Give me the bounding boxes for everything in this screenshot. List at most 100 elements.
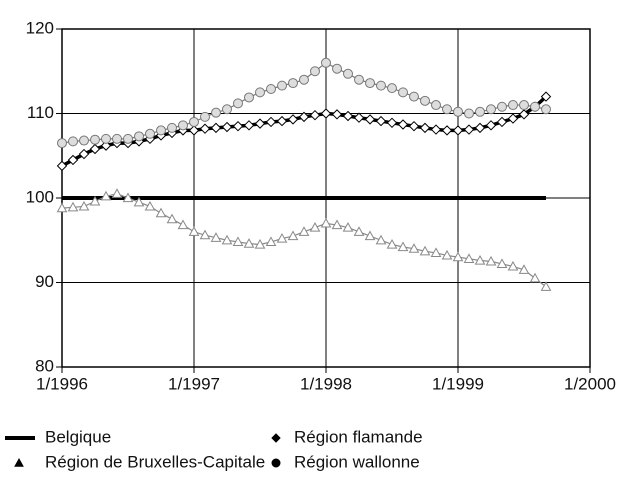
- marker: [408, 243, 420, 253]
- marker: [419, 245, 431, 256]
- marker: [211, 107, 221, 118]
- marker: [67, 154, 79, 166]
- marker: [463, 253, 475, 263]
- x-tick-label: 1/1998: [300, 374, 352, 393]
- marker: [320, 108, 332, 119]
- marker: [276, 115, 288, 127]
- marker: [298, 111, 310, 123]
- series-line: [61, 95, 548, 168]
- marker: [431, 100, 441, 111]
- marker: [452, 125, 464, 136]
- marker: [354, 74, 364, 85]
- legend-label: Belgique: [45, 427, 111, 446]
- marker: [387, 83, 397, 94]
- marker: [529, 272, 541, 283]
- marker: [243, 238, 255, 248]
- marker: [519, 100, 529, 111]
- marker: [343, 68, 353, 79]
- marker: [221, 234, 233, 245]
- marker: [452, 251, 464, 262]
- marker: [508, 100, 518, 111]
- marker: [221, 121, 233, 133]
- y-tick-label: 90: [35, 272, 54, 291]
- marker: [442, 104, 452, 115]
- marker: [507, 113, 519, 124]
- marker: [254, 238, 266, 249]
- x-tick-label: 1/2000: [564, 374, 616, 393]
- marker: [265, 116, 277, 128]
- marker: [298, 226, 310, 236]
- marker: [430, 124, 442, 135]
- marker: [254, 118, 266, 129]
- marker: [56, 202, 68, 213]
- marker: [540, 91, 552, 102]
- marker: [507, 260, 519, 271]
- marker: [177, 219, 189, 230]
- marker: [287, 114, 299, 125]
- marker: [375, 234, 387, 245]
- x-tick-label: 1/1999: [432, 374, 484, 393]
- marker: [210, 122, 222, 134]
- marker: [397, 241, 409, 252]
- marker: [474, 122, 486, 134]
- marker: [266, 83, 276, 94]
- marker: [420, 95, 430, 106]
- marker: [200, 111, 210, 122]
- marker: [299, 74, 309, 85]
- marker: [265, 236, 277, 247]
- y-tick-label: 80: [35, 356, 54, 375]
- marker: [409, 91, 419, 102]
- marker: [364, 230, 376, 241]
- marker: [332, 63, 342, 74]
- marker: [397, 119, 409, 130]
- marker: [188, 125, 200, 136]
- marker: [441, 249, 453, 260]
- legend-label: Région wallonne: [294, 452, 420, 471]
- marker: [90, 134, 100, 145]
- marker: [541, 104, 551, 115]
- marker: [155, 207, 167, 218]
- marker: [496, 258, 508, 269]
- marker: [67, 201, 79, 212]
- marker: [112, 133, 122, 144]
- marker: [134, 131, 144, 142]
- marker: [486, 104, 496, 115]
- marker: [188, 226, 200, 236]
- y-tick-label: 100: [26, 187, 54, 206]
- marker: [100, 190, 112, 201]
- marker: [145, 128, 155, 139]
- marker: [288, 78, 298, 89]
- marker: [475, 106, 485, 117]
- x-tick-label: 1/1997: [168, 374, 220, 393]
- marker: [331, 219, 343, 230]
- marker: [497, 101, 507, 112]
- marker: [271, 458, 281, 468]
- marker: [398, 87, 408, 98]
- marker: [485, 120, 497, 131]
- marker: [464, 108, 474, 119]
- marker: [419, 122, 431, 134]
- marker: [277, 80, 287, 91]
- marker: [199, 123, 211, 134]
- marker: [56, 160, 68, 172]
- marker: [375, 115, 387, 127]
- marker: [463, 124, 475, 135]
- marker: [156, 125, 166, 136]
- marker: [376, 80, 386, 91]
- marker: [232, 236, 244, 247]
- marker: [243, 120, 255, 131]
- marker: [57, 138, 67, 149]
- marker: [111, 188, 123, 198]
- marker: [331, 109, 343, 120]
- marker: [310, 66, 320, 77]
- y-tick-label: 120: [26, 18, 54, 37]
- x-tick-label: 1/1996: [36, 374, 88, 393]
- marker: [530, 101, 540, 112]
- marker: [276, 233, 288, 243]
- marker: [78, 200, 90, 211]
- legend-label: Région de Bruxelles-Capitale: [45, 452, 265, 471]
- legend-label: Région flamande: [294, 427, 423, 446]
- marker: [271, 433, 281, 443]
- marker: [167, 122, 177, 133]
